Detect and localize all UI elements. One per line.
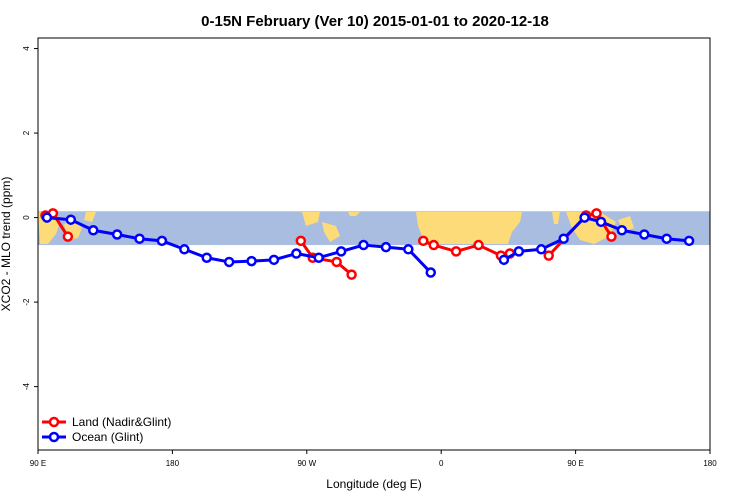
y-tick-label: 0	[22, 215, 31, 220]
data-point-ocean	[425, 267, 436, 278]
data-point-ocean	[41, 212, 53, 223]
legend: Land (Nadir&Glint) Ocean (Glint)	[42, 415, 171, 444]
data-point-land	[62, 231, 74, 242]
data-point-ocean	[111, 229, 123, 240]
data-point-ocean	[201, 252, 212, 263]
legend-marker-ocean	[48, 431, 60, 443]
legend-marker-land	[48, 416, 60, 428]
x-tick-label: 90 E	[567, 459, 583, 468]
legend-item-ocean: Ocean (Glint)	[42, 430, 143, 444]
data-point-land	[418, 235, 429, 247]
data-point-land	[606, 231, 617, 242]
x-tick-label: 180	[703, 459, 717, 468]
data-point-ocean	[246, 255, 257, 267]
y-tick-label: -2	[22, 298, 31, 306]
data-point-ocean	[65, 214, 77, 225]
data-point-ocean	[88, 225, 99, 236]
data-point-land	[428, 239, 439, 251]
series-line-ocean	[503, 216, 690, 262]
data-point-land	[450, 246, 462, 257]
data-point-ocean	[358, 239, 369, 251]
data-point-land	[543, 250, 554, 261]
legend-label-land: Land (Nadir&Glint)	[72, 415, 171, 429]
chart-title: 0-15N February (Ver 10) 2015-01-01 to 20…	[201, 13, 549, 30]
data-point-ocean	[335, 246, 347, 257]
x-axis-label: Longitude (deg E)	[326, 477, 421, 491]
data-point-land	[473, 239, 484, 251]
data-point-ocean	[223, 256, 235, 268]
data-point-ocean	[639, 229, 650, 240]
y-tick-label: 4	[22, 46, 31, 51]
land-central-america	[302, 212, 340, 242]
data-point-land	[331, 256, 342, 268]
data-point-ocean	[661, 233, 672, 244]
x-axis: 90 E 180 90 W 0 90 E 180	[30, 450, 717, 468]
data-point-ocean	[616, 225, 628, 236]
x-tick-label: 90 E	[30, 459, 46, 468]
y-axis: -4 -2 0 2 4	[22, 46, 38, 390]
data-point-ocean	[380, 241, 392, 253]
series-layer	[40, 208, 695, 280]
y-axis-label: XCO2 - MLO trend (ppm)	[0, 177, 13, 312]
land-india	[552, 212, 560, 224]
series-ocean	[41, 212, 695, 278]
land-se-asia-islands	[64, 212, 96, 240]
legend-item-land: Land (Nadir&Glint)	[42, 415, 171, 429]
x-tick-label: 0	[439, 459, 444, 468]
data-point-ocean	[498, 254, 510, 266]
x-tick-label: 180	[166, 459, 180, 468]
data-point-ocean	[179, 244, 190, 255]
data-point-ocean	[536, 244, 547, 255]
data-point-land	[346, 269, 357, 280]
plot-frame	[37, 37, 711, 451]
land-africa	[416, 212, 522, 244]
data-point-ocean	[513, 246, 525, 257]
x-tick-label: 90 W	[297, 459, 316, 468]
data-point-ocean	[683, 235, 695, 247]
data-point-ocean	[403, 244, 414, 255]
land-caribbean	[348, 212, 360, 216]
data-point-ocean	[134, 233, 145, 244]
data-point-ocean	[558, 233, 569, 244]
data-point-ocean	[156, 235, 168, 247]
y-tick-label: 2	[22, 130, 31, 135]
data-point-land	[295, 235, 307, 247]
y-tick-label: -4	[22, 383, 31, 391]
series-line-land	[299, 239, 353, 276]
data-point-land	[591, 208, 602, 219]
data-point-ocean	[595, 216, 607, 228]
data-point-ocean	[291, 248, 302, 259]
legend-label-ocean: Ocean (Glint)	[72, 430, 143, 444]
data-point-ocean	[579, 212, 590, 223]
data-point-ocean	[268, 254, 280, 266]
data-point-ocean	[313, 252, 324, 263]
